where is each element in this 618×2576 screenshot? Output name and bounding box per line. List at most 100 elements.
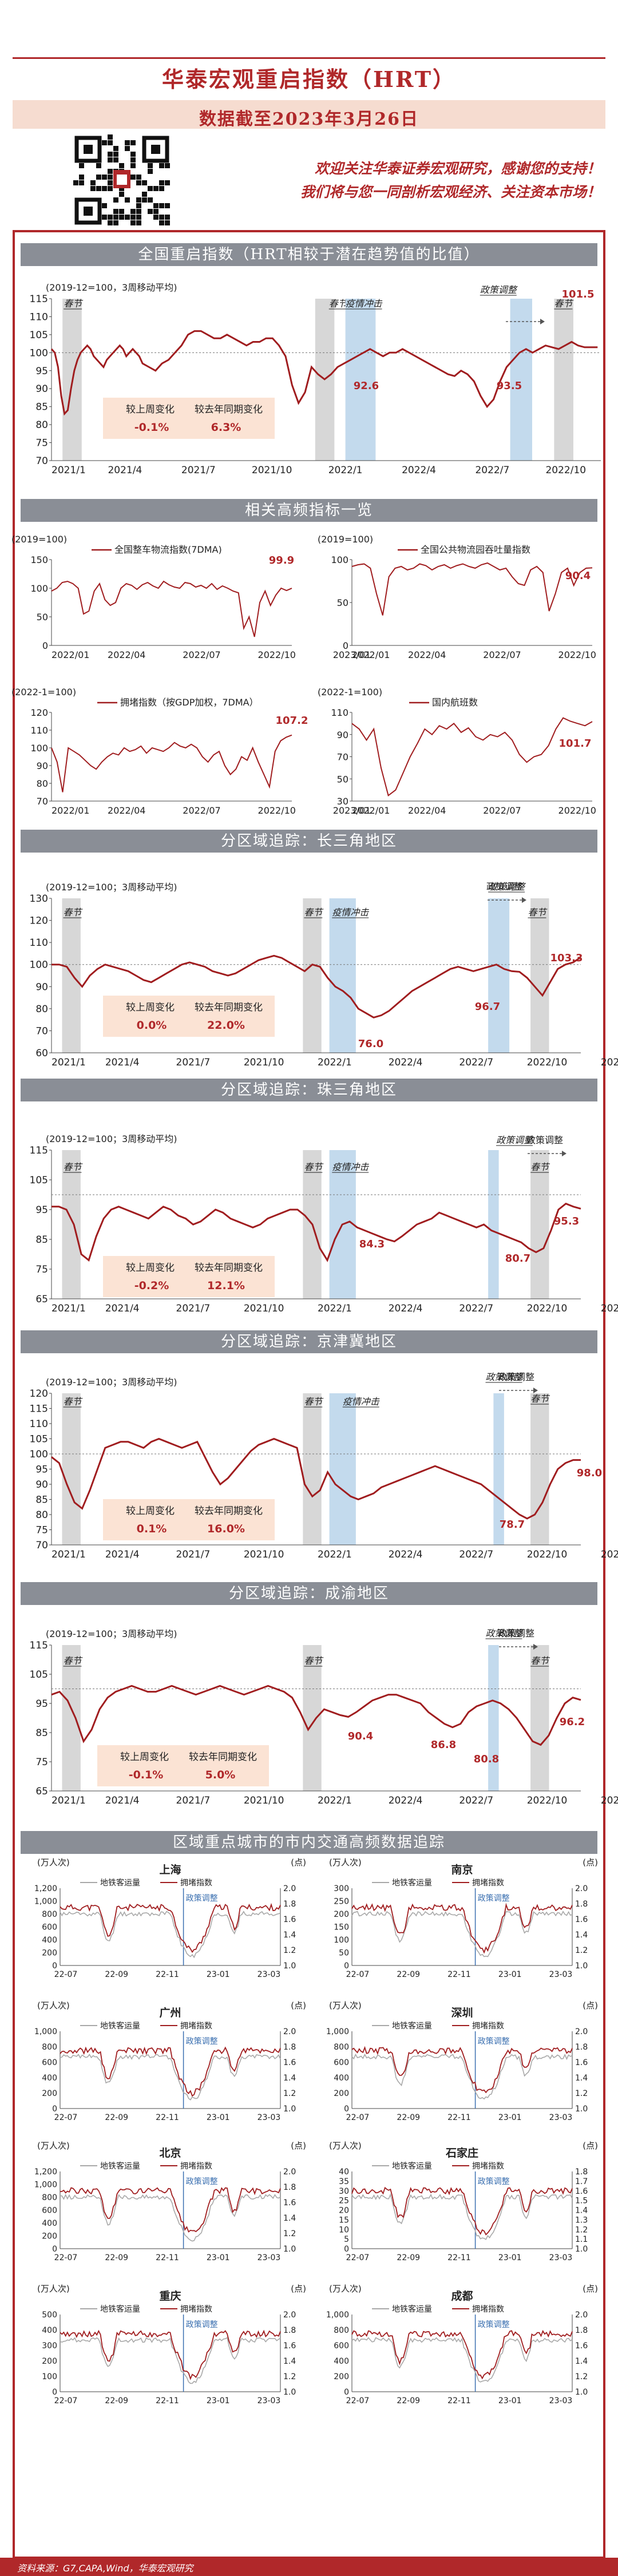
congestion-series [60, 1903, 281, 1953]
congestion-series [60, 2329, 281, 2380]
x-tick-label: 2022/07 [183, 805, 220, 816]
right-unit: (点) [291, 2000, 306, 2011]
right-tick-label: 1.2 [283, 2372, 296, 2381]
y-tick-label: 70 [37, 796, 48, 807]
left-tick-label: 100 [42, 2372, 57, 2381]
stat-yoy-value: 5.0% [205, 1769, 236, 1781]
x-tick-label: 22-07 [54, 2253, 78, 2262]
x-tick-label: 22-09 [105, 2113, 128, 2122]
y-tick-label: 60 [35, 1048, 48, 1059]
policy-label: 政策调整 [486, 881, 523, 892]
right-tick-label: 1.8 [575, 2043, 588, 2052]
stat-wow-label: 较上周变化 [126, 1262, 175, 1274]
city-name: 北京 [159, 2146, 181, 2159]
right-tick-label: 2.0 [283, 2027, 296, 2036]
x-tick-label: 23-03 [258, 1970, 281, 1979]
x-tick-label: 2022/4 [389, 1795, 423, 1806]
x-tick-label: 22-11 [447, 1970, 471, 1979]
city-name: 广州 [159, 2006, 181, 2019]
x-tick-label: 22-07 [54, 1970, 78, 1979]
right-tick-label: 1.4 [283, 1931, 296, 1940]
x-tick-label: 23-01 [207, 2253, 230, 2262]
label-trough_policy: 80.7 [505, 1253, 530, 1265]
right-unit: (点) [583, 1857, 598, 1868]
policy-label: 政策调整 [498, 1628, 534, 1639]
y-tick-label: 150 [30, 554, 48, 565]
qr-code [73, 134, 171, 226]
stat-yoy-label: 较去年同期变化 [189, 1751, 257, 1763]
y-tick-label: 110 [30, 1418, 48, 1430]
band-policy [488, 898, 510, 1053]
x-tick-label: 2022/1 [328, 465, 363, 476]
welcome-line-1: 欢迎关注华泰证券宏观研究，感谢您的支持！ [314, 160, 601, 177]
policy-label: 政策调整 [498, 1372, 534, 1382]
left-tick-label: 800 [334, 2326, 349, 2335]
right-tick-label: 1.0 [575, 1961, 588, 1971]
qr-module [159, 180, 164, 185]
right-tick-label: 2.0 [575, 2311, 588, 2320]
y-tick-label: 65 [35, 1786, 48, 1797]
welcome-line-2: 我们将与您一同剖析宏观经济、关注资本市场！ [300, 184, 601, 200]
x-tick-label: 23-03 [258, 2113, 281, 2122]
policy-arrow-head [522, 897, 526, 903]
right-tick-label: 1.2 [283, 1946, 296, 1955]
stat-box [103, 996, 275, 1037]
label-latest: 101.5 [562, 288, 595, 300]
city-name: 南京 [451, 1863, 473, 1876]
policy-label: 政策调整 [186, 2177, 218, 2186]
x-tick-label: 2021/1 [52, 1303, 86, 1314]
y-tick-label: 70 [337, 752, 348, 763]
date-bar [13, 100, 605, 129]
qr-module [102, 203, 107, 208]
right-tick-label: 1.1 [575, 2235, 588, 2244]
stat-yoy-value: 6.3% [211, 421, 241, 434]
x-tick-label: 22-11 [156, 2113, 179, 2122]
x-tick-label: 22-07 [346, 2396, 370, 2405]
policy-label: 政策调整 [478, 2177, 510, 2186]
band-label-spring2: 春节 [304, 1396, 324, 1407]
band-spring1 [62, 1645, 81, 1791]
legend-subway-label: 地铁客运量 [392, 2161, 432, 2171]
series-line [351, 562, 593, 616]
legend-subway-label: 地铁客运量 [100, 1878, 140, 1888]
right-tick-label: 2.0 [283, 1884, 296, 1893]
qr-module [142, 180, 147, 185]
qr-module [96, 175, 101, 180]
legend-subway-label: 地铁客运量 [100, 2021, 140, 2031]
legend-label: 全国整车物流指数(7DMA) [114, 544, 222, 555]
right-unit: (点) [583, 2000, 598, 2011]
qr-module [108, 169, 113, 174]
left-tick-label: 600 [42, 2206, 57, 2216]
legend-subway-label: 地铁客运量 [100, 2304, 140, 2314]
left-tick-label: 10 [339, 2225, 349, 2234]
legend-label: 全国公共物流园吞吐量指数 [421, 544, 530, 555]
legend-congestion-label: 拥堵指数 [472, 2305, 504, 2314]
x-tick-label: 2021/4 [108, 465, 142, 476]
left-tick-label: 0 [52, 1961, 57, 1971]
left-unit: (万人次) [37, 2000, 70, 2011]
label-latest: 99.9 [269, 554, 294, 566]
left-tick-label: 25 [339, 2197, 349, 2206]
x-tick-label: 2022/7 [459, 1795, 493, 1806]
band-label-spring1: 春节 [64, 1162, 84, 1172]
x-tick-label: 2022/7 [459, 1549, 493, 1560]
band-spring1 [62, 898, 81, 1053]
x-tick-label: 2021/10 [244, 1057, 284, 1068]
right-tick-label: 1.4 [575, 1931, 588, 1940]
y-tick-label: 110 [331, 707, 348, 718]
series-line [351, 717, 593, 797]
y-tick-label: 105 [30, 1434, 48, 1445]
page-title: 华泰宏观重启指数（HRT） [161, 66, 457, 92]
x-tick-label: 23-01 [207, 1970, 230, 1979]
band-label-covid: 疫情冲击 [332, 907, 369, 918]
congestion-series [351, 2186, 573, 2236]
stat-box [103, 1499, 275, 1540]
stat-wow-label: 较上周变化 [126, 1505, 175, 1517]
title-bar [13, 57, 605, 88]
footer-source: 资料来源：G7,CAPA,Wind，华泰宏观研究 [17, 2563, 193, 2574]
x-tick-label: 2023/01 [333, 649, 371, 660]
band-spring3 [530, 1393, 549, 1545]
